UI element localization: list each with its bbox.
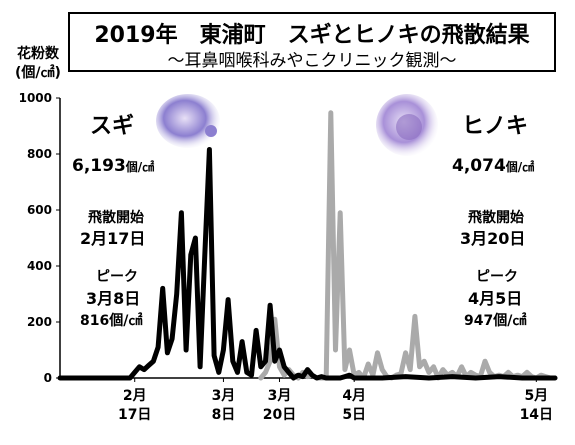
hinoki-start-label: 飛散開始 [468,210,524,226]
hinoki-peak-value: 947個/㎠ [464,310,526,330]
y-axis-label: 花粉数 (個/㎠) [8,45,68,83]
sugi-start-date: 2月17日 [80,229,146,248]
pollen-images [156,94,438,156]
sugi-pollen-papilla [205,125,217,137]
x-tick-month: 3月 [267,388,292,404]
chart-title: 2019年 東浦町 スギとヒノキの飛散結果 [94,23,530,48]
x-tick-label: 3月 20日 [249,387,309,425]
x-tick-day: 17日 [117,407,152,423]
y-axis-label-line1: 花粉数 [17,46,59,62]
chart-subtitle: ～耳鼻咽喉科みやこクリニック観測～ [167,51,457,71]
x-tick-month: 4月 [342,388,367,404]
y-axis-label-line2: (個/㎠) [15,65,61,81]
sugi-peak-value: 816個/㎠ [80,310,142,330]
x-tick-month: 5月 [524,388,549,404]
x-tick-day: 20日 [262,407,297,423]
title-box: 2019年 東浦町 スギとヒノキの飛散結果 ～耳鼻咽喉科みやこクリニック観測～ [68,12,556,72]
sugi-total-value: 6,193 [72,156,126,176]
sugi-peak-number: 816 [80,313,110,329]
x-tick-label: 2月 17日 [105,387,165,425]
x-tick-day: 8日 [211,407,236,423]
sugi-total: 6,193個/㎠ [72,156,154,176]
hinoki-peak-number: 947 [464,313,494,329]
sugi-label: スギ [90,114,135,139]
hinoki-label: ヒノキ [462,114,529,139]
sugi-total-unit: 個/㎠ [125,160,155,174]
y-tick-label: 800 [27,147,52,161]
sugi-pollen-image [156,94,220,148]
x-tick-day: 14日 [519,407,554,423]
hinoki-peak-date: 4月5日 [468,289,523,308]
hinoki-total-unit: 個/㎠ [505,160,535,174]
hinoki-total-value: 4,074 [452,156,506,176]
series-layer [57,110,558,381]
x-tick-label: 5月 14日 [506,387,566,425]
hinoki-pollen-core [396,114,422,140]
sugi-start-label: 飛散開始 [88,210,144,226]
y-tick-label: 400 [27,259,52,273]
y-tick-label: 600 [27,203,52,217]
sugi-peak-unit: 個/㎠ [109,313,143,329]
x-tick-label: 4月 5日 [324,387,384,425]
hinoki-total: 4,074個/㎠ [452,156,534,176]
hinoki-peak-label: ピーク [476,269,518,285]
y-tick-label: 0 [44,371,52,385]
sugi-peak-label: ピーク [96,269,138,285]
hinoki-peak-unit: 個/㎠ [493,313,527,329]
hinoki-start-date: 3月20日 [460,229,526,248]
sugi-peak-date: 3月8日 [86,289,141,308]
x-tick-label: 3月 8日 [193,387,253,425]
sugi-series-line [57,147,558,381]
x-tick-month: 3月 [211,388,236,404]
x-tick-month: 2月 [122,388,147,404]
y-tick-label: 1000 [19,91,52,105]
y-tick-label: 200 [27,315,52,329]
x-tick-day: 5日 [342,407,367,423]
